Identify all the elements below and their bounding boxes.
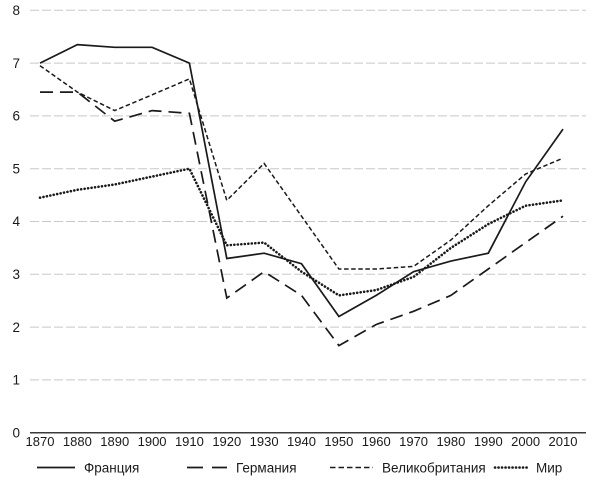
x-tick-label: 1940 xyxy=(287,434,316,449)
series-line-solid xyxy=(39,43,564,318)
legend-label: Великобритания xyxy=(382,461,486,476)
x-tick-label: 2010 xyxy=(549,434,578,449)
series-line-short-dash xyxy=(39,65,564,270)
x-tick-label: 1970 xyxy=(399,434,428,449)
x-tick-label: 1870 xyxy=(26,434,55,449)
x-tick-label: 1980 xyxy=(436,434,465,449)
legend-label: Германия xyxy=(236,461,297,476)
y-tick-label: 0 xyxy=(12,425,20,440)
x-tick-label: 1920 xyxy=(212,434,241,449)
series-line-dotted xyxy=(38,167,565,297)
legend-label: Франция xyxy=(84,461,139,476)
y-tick-label: 5 xyxy=(12,161,20,176)
x-tick-label: 1960 xyxy=(362,434,391,449)
x-tick-label: 1890 xyxy=(100,434,129,449)
series-line-long-dash xyxy=(40,91,564,347)
y-tick-label: 4 xyxy=(12,214,20,229)
x-tick-label: 1950 xyxy=(324,434,353,449)
x-tick-label: 1990 xyxy=(474,434,503,449)
x-tick-label: 1930 xyxy=(250,434,279,449)
y-tick-label: 1 xyxy=(12,373,20,388)
x-tick-label: 1900 xyxy=(138,434,167,449)
x-tick-label: 2000 xyxy=(511,434,540,449)
y-tick-label: 8 xyxy=(12,3,20,18)
y-tick-label: 7 xyxy=(12,56,20,71)
y-tick-label: 6 xyxy=(12,109,20,124)
y-tick-label: 3 xyxy=(12,267,20,282)
y-tick-label: 2 xyxy=(12,320,20,335)
legend-label: Мир xyxy=(536,461,562,476)
x-tick-label: 1880 xyxy=(63,434,92,449)
x-tick-label: 1910 xyxy=(175,434,204,449)
